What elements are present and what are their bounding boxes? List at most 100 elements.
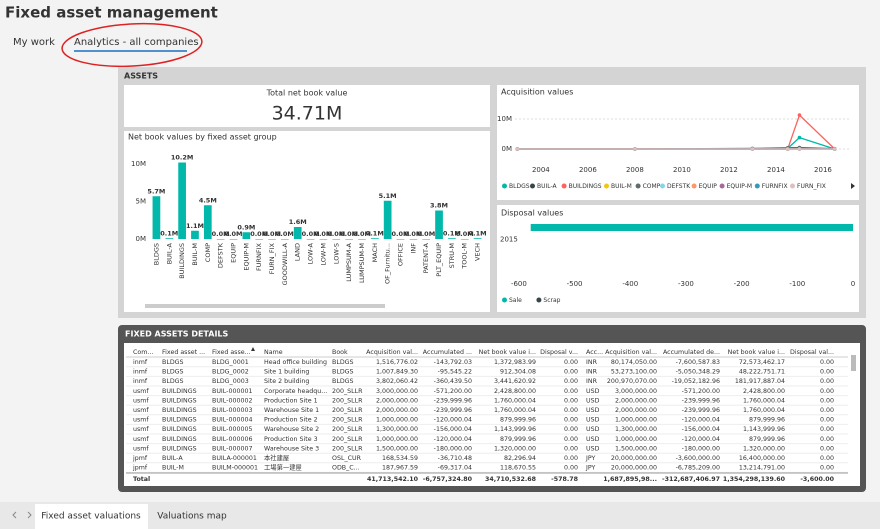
chart-title: Disposal values <box>501 209 563 218</box>
column-header: Fixed asse... <box>212 349 251 356</box>
data-label: 0.0M <box>263 230 281 238</box>
data-label: 0.1M <box>366 229 384 237</box>
nav-prev[interactable] <box>12 511 17 519</box>
table-cell: 200_SLLR <box>332 445 363 452</box>
table-cell: BLDG_0003 <box>212 378 249 385</box>
bar <box>435 210 443 239</box>
table-cell: JPY <box>585 465 596 472</box>
table-cell: 48,222,751.71 <box>739 369 785 376</box>
table-cell: 1,760,000.04 <box>743 407 785 414</box>
table-cell: 1,760,000.04 <box>743 397 785 404</box>
table-cell: 72,573,462.17 <box>739 359 785 366</box>
table-cell: BLDGS <box>162 359 184 366</box>
column-header: Accumulated ... <box>423 349 472 356</box>
chart-title: Net book values by fixed asset group <box>128 133 277 142</box>
data-label: 5.7M <box>147 187 165 195</box>
table-cell: 1,760,000.04 <box>494 397 536 404</box>
table-cell: USD <box>586 388 600 395</box>
table-cell: -36,710.48 <box>438 455 472 462</box>
table-cell: jpmf <box>132 465 148 472</box>
bar <box>422 239 431 240</box>
table-cell: 3,802,060.42 <box>376 378 418 385</box>
scrollbar[interactable] <box>145 304 385 308</box>
x-tick-label: EQUIP <box>230 243 238 263</box>
total-cell: 34,710,532.68 <box>485 476 536 483</box>
table-cell: 0.00 <box>564 397 578 404</box>
table-cell: BUIL-000007 <box>212 445 253 452</box>
x-tick-label: 2014 <box>767 166 785 174</box>
table-cell: 2,000,000.00 <box>615 397 657 404</box>
data-label: 0.1M <box>469 229 487 237</box>
legend-swatch <box>790 183 795 189</box>
table-cell: OSL_CUR <box>332 455 362 462</box>
table-cell: -5,050,348.29 <box>676 369 720 376</box>
table-cell: 0.00 <box>564 455 578 462</box>
bottom-tab-active[interactable] <box>35 504 148 529</box>
legend-label: Scrap <box>543 297 560 304</box>
table-cell: 0.00 <box>564 378 578 385</box>
legend-label: FURNFIX <box>762 183 788 190</box>
table-cell: 0.00 <box>820 426 834 433</box>
table-cell: 200_SLLR <box>332 388 363 395</box>
annotation-circle <box>61 22 203 68</box>
legend-swatch <box>660 183 665 189</box>
table-cell: 0.00 <box>564 359 578 366</box>
table-cell: Corporate headqu... <box>264 388 327 395</box>
table-cell: 0.00 <box>564 465 578 472</box>
bottom-tab[interactable]: Valuations map <box>157 512 227 522</box>
bar <box>293 227 302 239</box>
table-cell: 0.00 <box>564 445 578 452</box>
table-cell: -239,999.96 <box>682 407 720 414</box>
table-cell: BLDGS <box>332 359 354 366</box>
table-cell: 0.00 <box>820 445 834 452</box>
data-label: 0.0M <box>302 230 320 238</box>
table-cell: 20,000,000.00 <box>611 455 657 462</box>
table-cell: Warehouse Site 2 <box>264 426 319 433</box>
bar <box>530 224 853 231</box>
table-cell: BUILDINGS <box>162 407 197 414</box>
table-cell: 879,999.96 <box>749 436 785 443</box>
table-cell: BUIL-000001 <box>212 388 253 395</box>
table-scrollbar[interactable] <box>851 355 856 371</box>
point <box>515 147 520 151</box>
table-cell: 2,000,000.00 <box>615 407 657 414</box>
y-tick-label: 0M <box>136 235 147 243</box>
bottom-tab[interactable]: Fixed asset valuations <box>41 512 141 522</box>
point <box>750 147 755 151</box>
bar <box>165 238 174 239</box>
point <box>797 147 802 151</box>
legend-swatch <box>502 297 507 303</box>
column-header: Acquisition val... <box>366 349 418 356</box>
y-tick-label: 5M <box>136 198 147 206</box>
table-cell: -360,439.50 <box>434 378 472 385</box>
legend-label: BUIL-A <box>537 183 558 190</box>
table-cell: 168,534.59 <box>382 455 418 462</box>
table-cell: 3,000,000.00 <box>615 388 657 395</box>
column-header: Acquisition val... <box>605 349 657 356</box>
data-label: 3.8M <box>430 202 448 210</box>
tab-active[interactable]: Analytics - all companies <box>74 37 199 48</box>
table-cell: INR <box>586 369 598 376</box>
x-tick-label: -100 <box>789 280 805 288</box>
x-tick-label: PATENT-A <box>422 242 430 273</box>
legend-next[interactable] <box>851 183 855 189</box>
data-label: 0.1M <box>160 229 178 237</box>
x-tick-label: TOOL-M <box>461 243 469 270</box>
tab[interactable]: My work <box>13 37 55 48</box>
sort-arrow[interactable] <box>251 347 255 351</box>
table-cell: -120,000.04 <box>682 436 720 443</box>
data-label: 0.0M <box>417 230 435 238</box>
x-tick-label: COMP <box>204 243 212 262</box>
data-label: 0.0M <box>212 230 230 238</box>
table-cell: 879,999.96 <box>749 417 785 424</box>
nav-next[interactable] <box>27 511 32 519</box>
table-title: FIXED ASSETS DETAILS <box>125 330 229 339</box>
kpi-card <box>124 85 490 127</box>
table-cell: BUILM-000001 <box>212 465 258 472</box>
table-cell: 3,441,620.92 <box>494 378 536 385</box>
data-label: 0.0M <box>404 230 422 238</box>
table-cell: 2,428,800.00 <box>494 388 536 395</box>
column-header: Name <box>264 349 283 356</box>
x-tick-label: BUIL-A <box>165 242 173 264</box>
table-cell: -143,792.03 <box>434 359 472 366</box>
